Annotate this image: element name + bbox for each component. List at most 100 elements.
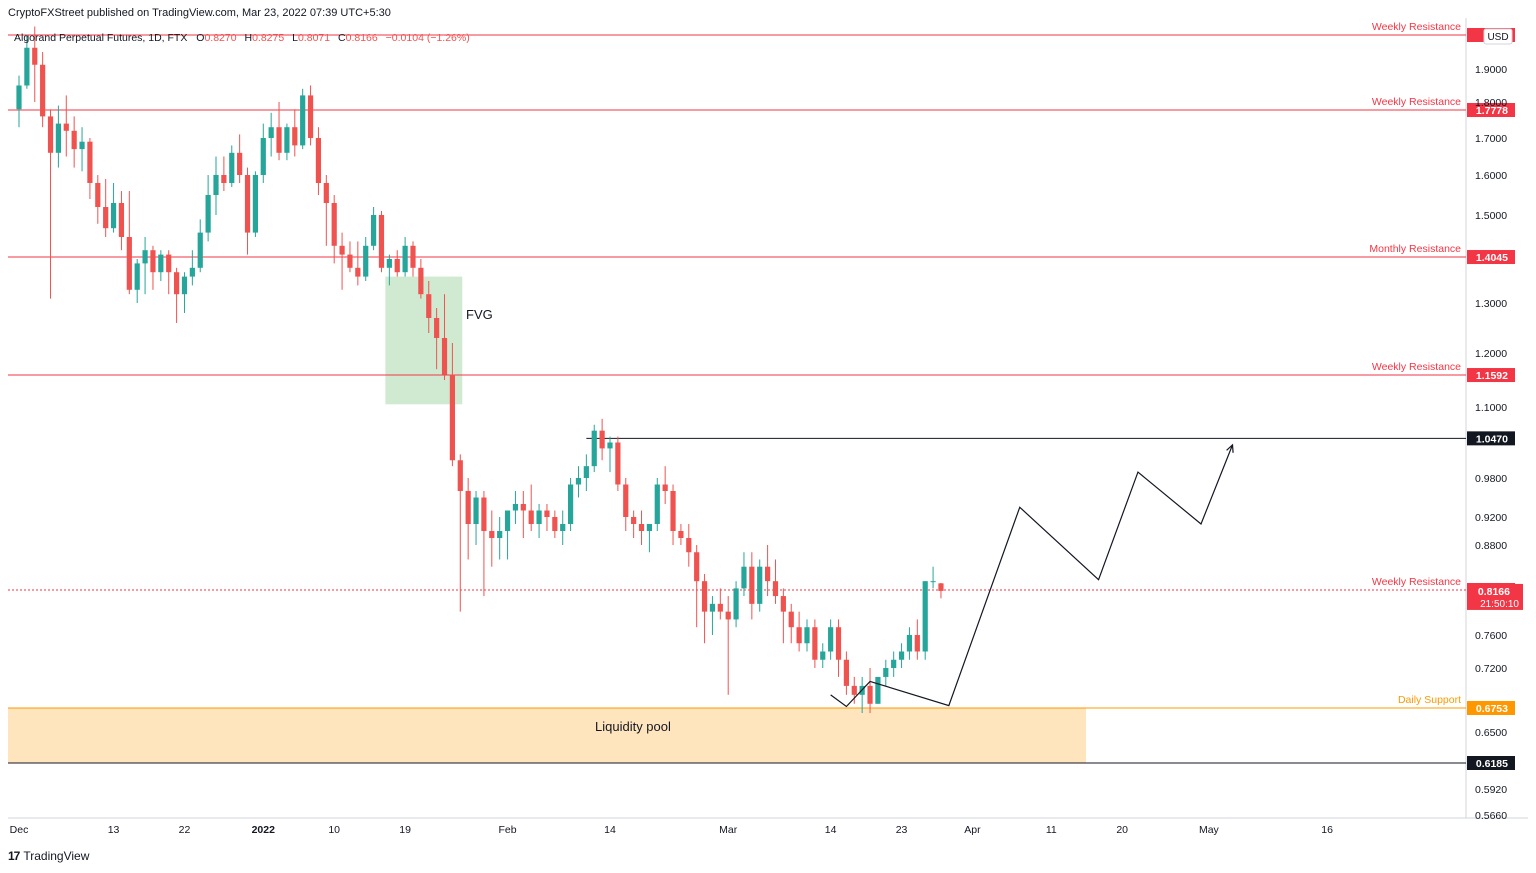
candle[interactable]	[686, 524, 692, 567]
candle[interactable]	[623, 478, 629, 531]
candle[interactable]	[544, 504, 550, 531]
candle[interactable]	[434, 308, 440, 370]
candle[interactable]	[741, 552, 747, 597]
candle[interactable]	[922, 581, 928, 660]
candle[interactable]	[16, 75, 22, 128]
candle[interactable]	[709, 596, 716, 635]
candle[interactable]	[237, 134, 243, 183]
candle[interactable]	[71, 116, 77, 168]
candle[interactable]	[315, 127, 322, 195]
candle[interactable]	[654, 478, 660, 531]
candle[interactable]	[174, 267, 180, 323]
candle[interactable]	[402, 237, 408, 277]
candle[interactable]	[47, 109, 54, 299]
candle[interactable]	[244, 167, 251, 255]
candle[interactable]	[528, 484, 534, 532]
candle[interactable]	[938, 582, 944, 599]
candle[interactable]	[536, 504, 542, 538]
candle[interactable]	[906, 627, 913, 660]
candle[interactable]	[891, 651, 897, 677]
candle[interactable]	[465, 478, 471, 560]
candle[interactable]	[930, 566, 936, 589]
candle[interactable]	[489, 510, 495, 567]
candle[interactable]	[694, 545, 700, 628]
candle[interactable]	[497, 517, 503, 560]
candle[interactable]	[339, 232, 345, 290]
candle[interactable]	[512, 491, 519, 524]
candle[interactable]	[205, 175, 211, 242]
candle[interactable]	[583, 454, 589, 491]
candle[interactable]	[252, 171, 258, 237]
candle[interactable]	[796, 611, 802, 652]
candle[interactable]	[371, 207, 377, 251]
candle[interactable]	[631, 510, 637, 539]
candle[interactable]	[150, 245, 156, 290]
candle[interactable]	[481, 491, 487, 597]
candle[interactable]	[394, 250, 400, 277]
candle[interactable]	[780, 588, 786, 644]
candle[interactable]	[733, 581, 739, 628]
candle[interactable]	[599, 418, 605, 461]
candle[interactable]	[646, 524, 652, 553]
candle[interactable]	[607, 436, 613, 473]
candle[interactable]	[560, 510, 566, 546]
candle[interactable]	[189, 250, 195, 286]
candle[interactable]	[79, 127, 85, 172]
candle[interactable]	[55, 105, 61, 168]
candle[interactable]	[843, 651, 849, 695]
candle[interactable]	[678, 524, 684, 545]
candle[interactable]	[568, 478, 574, 531]
candle[interactable]	[292, 109, 298, 157]
candle[interactable]	[615, 436, 621, 491]
candle[interactable]	[126, 191, 132, 295]
candle[interactable]	[378, 211, 385, 273]
candle[interactable]	[426, 281, 432, 333]
candle[interactable]	[331, 195, 337, 264]
candle[interactable]	[835, 619, 842, 677]
candle[interactable]	[670, 484, 676, 546]
candle[interactable]	[260, 123, 266, 183]
candle[interactable]	[449, 343, 455, 467]
candle[interactable]	[575, 466, 582, 498]
candle[interactable]	[268, 112, 274, 157]
candle[interactable]	[213, 156, 219, 216]
candle[interactable]	[520, 491, 526, 538]
candle[interactable]	[804, 619, 810, 652]
candle[interactable]	[591, 424, 597, 473]
candle[interactable]	[24, 35, 30, 89]
candle[interactable]	[812, 619, 818, 668]
candle[interactable]	[386, 254, 392, 286]
candle[interactable]	[851, 676, 857, 704]
candle[interactable]	[158, 250, 164, 281]
candle[interactable]	[772, 559, 779, 604]
candle[interactable]	[276, 102, 282, 161]
candle[interactable]	[867, 668, 873, 714]
candle[interactable]	[749, 552, 755, 620]
candle[interactable]	[134, 259, 140, 303]
candle[interactable]	[181, 272, 188, 313]
candle[interactable]	[662, 466, 668, 504]
tradingview-logo[interactable]: 17 TradingView	[8, 849, 89, 863]
candle[interactable]	[307, 85, 314, 146]
candle[interactable]	[363, 237, 369, 281]
candle[interactable]	[418, 259, 424, 299]
candle[interactable]	[898, 643, 905, 668]
candle[interactable]	[638, 510, 645, 546]
candle[interactable]	[457, 454, 463, 612]
candle[interactable]	[875, 676, 881, 704]
candle[interactable]	[504, 510, 511, 560]
candle[interactable]	[347, 241, 353, 273]
candle[interactable]	[441, 294, 448, 380]
candle[interactable]	[788, 603, 794, 644]
candle[interactable]	[765, 545, 771, 597]
candle[interactable]	[63, 95, 69, 157]
candle[interactable]	[110, 183, 117, 233]
candle[interactable]	[229, 145, 235, 187]
candle[interactable]	[142, 237, 148, 295]
candle[interactable]	[914, 619, 920, 660]
candle[interactable]	[725, 596, 731, 695]
candle[interactable]	[197, 219, 203, 273]
candle[interactable]	[87, 138, 93, 199]
candle[interactable]	[95, 175, 101, 224]
